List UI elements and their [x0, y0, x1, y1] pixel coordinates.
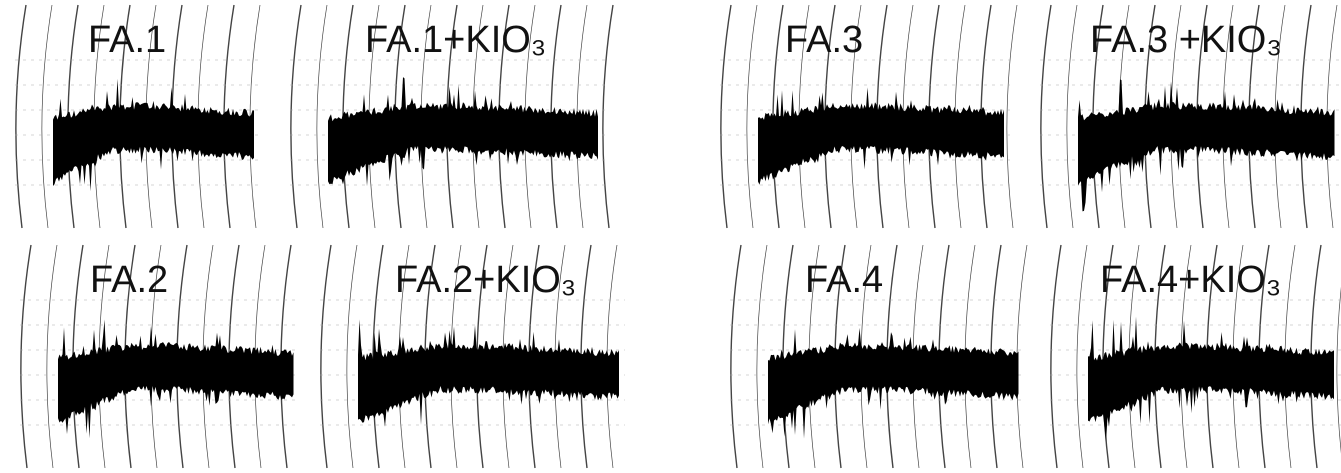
trace — [758, 87, 1004, 184]
paper-line — [321, 245, 331, 468]
paper-line — [21, 245, 31, 468]
paper-line — [1067, 5, 1077, 228]
panel-label: FA.3 +KIO₃ — [1090, 19, 1282, 61]
figure: FA.1 FA.1+KIO₃ FA.3 FA.3 +KIO₃ FA.2 FA.2+KIO₃… — [0, 0, 1341, 473]
paper-line — [16, 5, 26, 228]
paper-line — [1077, 245, 1087, 468]
trace-panel: FA.2+KIO₃ — [320, 245, 625, 468]
paper-line — [731, 245, 741, 468]
panel-label: FA.2 — [90, 259, 168, 301]
trace — [1078, 79, 1335, 211]
trace-panel: FA.2 — [20, 245, 300, 468]
panel-label: FA.2+KIO₃ — [395, 259, 576, 301]
panel-label: FA.3 — [785, 19, 863, 61]
paper-line — [721, 5, 731, 228]
paper-line — [291, 5, 301, 228]
paper-line — [347, 245, 357, 468]
panel-label: FA.1+KIO₃ — [365, 19, 546, 61]
trace — [328, 77, 598, 186]
trace — [1088, 317, 1334, 443]
trace-panel: FA.1 — [15, 5, 260, 228]
paper-line — [757, 245, 767, 468]
panel-label: FA.1 — [88, 19, 166, 61]
paper-line — [42, 5, 52, 228]
trace-panel: FA.3 +KIO₃ — [1040, 5, 1341, 228]
paper-line — [747, 5, 757, 228]
paper-line — [603, 5, 613, 228]
trace — [768, 328, 1019, 439]
paper-line — [1007, 5, 1017, 228]
trace-panel: FA.4 — [730, 245, 1027, 468]
trace — [358, 319, 619, 427]
trace-panel: FA.4+KIO₃ — [1050, 245, 1341, 468]
panel-label: FA.4+KIO₃ — [1100, 259, 1281, 301]
paper-line — [317, 5, 327, 228]
panel-label: FA.4 — [805, 259, 883, 301]
trace — [53, 79, 254, 191]
paper-line — [47, 245, 57, 468]
trace-panel: FA.1+KIO₃ — [290, 5, 613, 228]
paper-line — [1051, 245, 1061, 468]
trace — [58, 320, 294, 439]
paper-line — [1041, 5, 1051, 228]
trace-panel: FA.3 — [720, 5, 1017, 228]
paper-line — [1337, 245, 1341, 468]
